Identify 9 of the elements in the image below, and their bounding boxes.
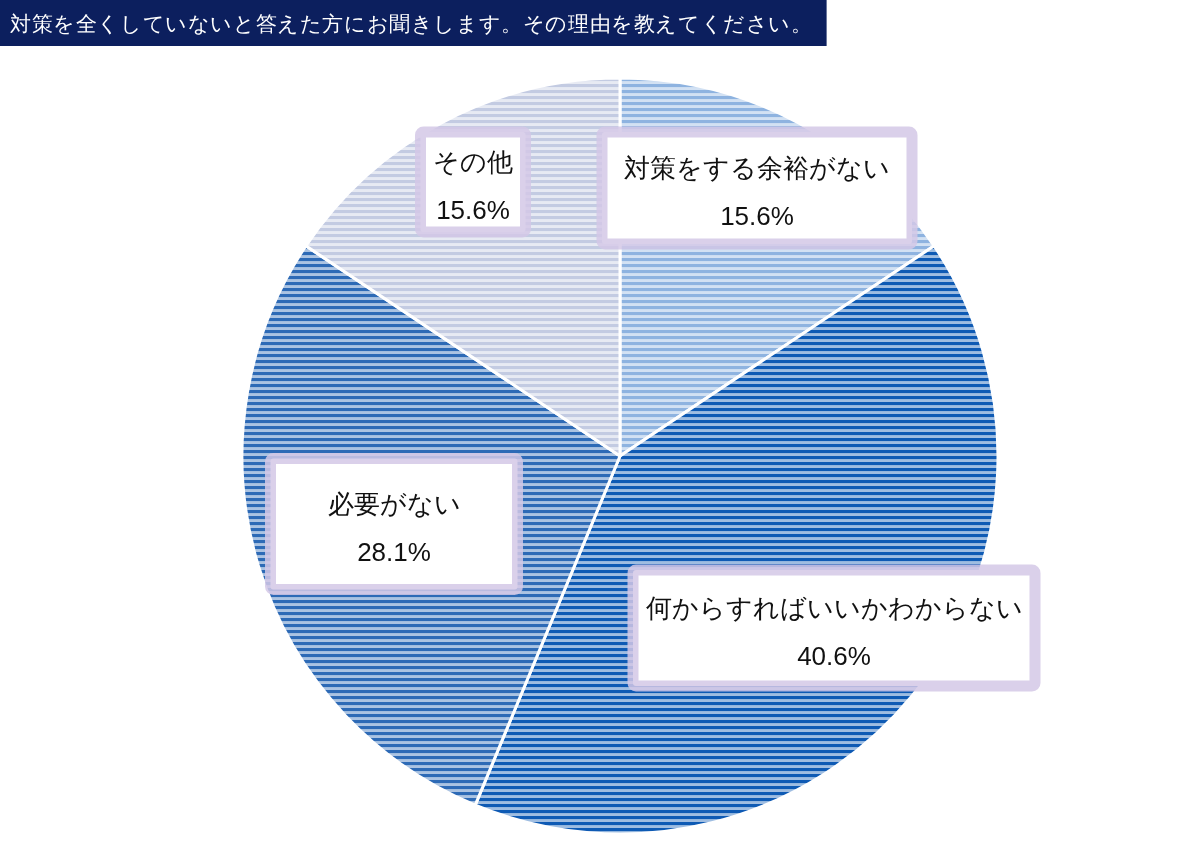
slice-label: 対策をする余裕がない	[624, 153, 890, 183]
data-label: 15.6%	[720, 201, 794, 231]
data-label: 15.6%	[436, 195, 510, 225]
slice-label: 何からすればいいかわからない	[645, 593, 1023, 623]
slice-label: その他	[433, 147, 513, 177]
slice-label: 必要がない	[327, 489, 461, 519]
data-label: 28.1%	[357, 537, 431, 567]
data-label: 40.6%	[797, 641, 871, 671]
chart-title: 対策を全くしていないと答えた方にお聞きします。その理由を教えてください。	[10, 12, 813, 35]
